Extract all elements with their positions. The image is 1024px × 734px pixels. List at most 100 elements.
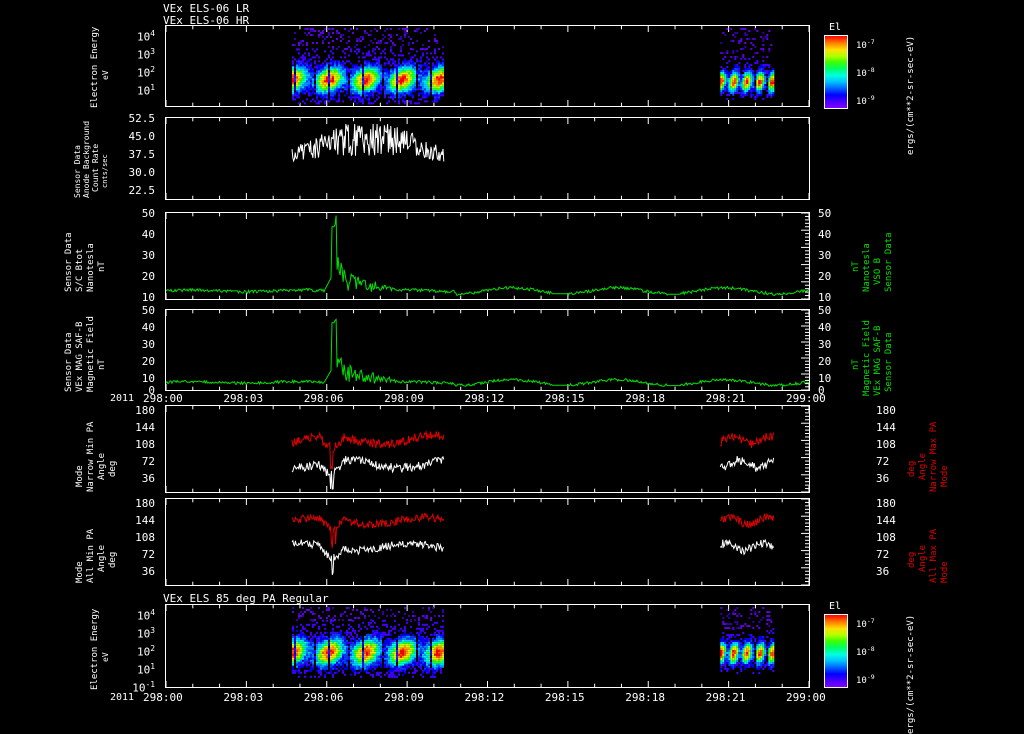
panel6-ytick-36: 36 xyxy=(141,565,155,578)
colorbar2 xyxy=(824,614,848,688)
xaxis-tick-label: 298:03 xyxy=(223,691,264,704)
panel4-ylabel-right-line3: Magnetic Field xyxy=(862,320,872,396)
panel5-ytick-180: 180 xyxy=(135,404,155,417)
panel1-ytick-1: 101 xyxy=(136,83,155,98)
panel4-ytick-right-50: 50 xyxy=(818,304,832,317)
panel6-ytick-right-108: 108 xyxy=(876,531,896,544)
panel2-ytick-2: 37.5 xyxy=(128,148,156,161)
panel7-ytick-1: 101 xyxy=(136,662,155,677)
panel6-ylabel-line2: All Min PA xyxy=(86,528,96,583)
panel3-ytick-right-40: 40 xyxy=(818,228,832,241)
panel6-ytick-right-36: 36 xyxy=(876,565,890,578)
panel1-ytick-2: 102 xyxy=(136,65,155,80)
xaxis-tick-label: 298:21 xyxy=(705,392,746,405)
panel4-ytick-30: 30 xyxy=(141,338,155,351)
panel5-ylabel-line2: Narrow Min PA xyxy=(86,421,96,492)
panel6-ytick-144: 144 xyxy=(135,514,155,527)
panel3-ytick-right-10: 10 xyxy=(818,291,832,304)
panel6-ylabel-right-units: deg xyxy=(907,551,917,568)
panel3-ytick-50: 50 xyxy=(141,207,155,220)
panel2-ylabel-line3: Count Rate xyxy=(91,143,100,192)
panel1-ytick-3: 103 xyxy=(136,47,155,62)
xaxis-tick-label: 298:12 xyxy=(464,691,505,704)
panel1-title-line1: VEx ELS-06 LR xyxy=(163,2,250,15)
panel4-ylabel-units: nT xyxy=(97,359,107,370)
panel-all-pitch-angle[interactable] xyxy=(165,498,810,586)
colorbar1-tick-9: 10-9 xyxy=(856,94,875,107)
panel1-plot-area xyxy=(166,26,809,106)
panel3-ytick-10: 10 xyxy=(141,291,155,304)
panel4-ylabel-right-line1: Sensor Data xyxy=(884,332,894,392)
xaxis-tick-label: 298:18 xyxy=(625,691,665,704)
xaxis-tick-label: 298:06 xyxy=(303,691,344,704)
panel5-ylabel-right-line1: Mode xyxy=(940,465,950,487)
panel1-ylabel: Electron Energy xyxy=(90,26,100,108)
panel5-plot-area xyxy=(166,406,809,492)
xaxis-tick-label: 298:09 xyxy=(384,691,424,704)
panel4-ytick-right-10: 10 xyxy=(818,372,832,385)
panel2-ytick-4: 22.5 xyxy=(128,184,156,197)
panel3-ylabel-right-line2: VSO B xyxy=(873,257,883,285)
panel7-ylabel: Electron Energy xyxy=(90,608,100,690)
panel4-ytick-right-20: 20 xyxy=(818,355,832,368)
panel3-ylabel-line3: Nanotesla xyxy=(86,243,96,292)
xaxis-tick-label: 298:03 xyxy=(223,392,264,405)
colorbar2-tick-7: 10-7 xyxy=(856,617,875,630)
panel7-ytick-4: 104 xyxy=(136,608,155,623)
xaxis-tick-label: 298:09 xyxy=(384,392,424,405)
colorbar2-units: ergs/(cm**2-sr-sec-eV) xyxy=(906,614,916,734)
panel2-ytick-1: 45.0 xyxy=(128,130,156,143)
xaxis-tick-label: 299:00 xyxy=(786,691,826,704)
xaxis-tick-label: 299:00 xyxy=(786,392,826,405)
panel4-ylabel-right-line2: VEx MAG SAF-B xyxy=(873,325,883,396)
panel6-ytick-72: 72 xyxy=(141,548,155,561)
panel3-ylabel-units: nT xyxy=(97,261,107,272)
panel4-ylabel-line2: VEx MAG SAF-B xyxy=(75,321,85,392)
panel-narrow-pitch-angle[interactable] xyxy=(165,405,810,493)
panel5-ytick-right-108: 108 xyxy=(876,438,896,451)
panel3-ylabel-right-line1: Sensor Data xyxy=(884,232,894,292)
panel6-ylabel-line1: Mode xyxy=(75,561,85,583)
panel4-ytick-40: 40 xyxy=(141,321,155,334)
panel3-ytick-right-20: 20 xyxy=(818,270,832,283)
panel-anode-background-count-rate[interactable] xyxy=(165,117,810,200)
panel7-ytick-m1: 10-1 xyxy=(132,680,155,695)
panel4-ytick-50: 50 xyxy=(141,304,155,317)
panel3-ytick-right-50: 50 xyxy=(818,207,832,220)
panel4-ytick-right-0: 0 xyxy=(818,384,825,397)
colorbar1-units: ergs/(cm**2-sr-sec-eV) xyxy=(906,35,916,155)
panel-sc-btot-magnetic-field[interactable] xyxy=(165,212,810,300)
panel-els-85deg-pa-spectrogram[interactable] xyxy=(165,604,810,688)
panel6-ylabel-right-line2: All Max PA xyxy=(929,528,939,583)
panel7-plot-area xyxy=(166,605,809,687)
panel7-ytick-2: 102 xyxy=(136,644,155,659)
panel5-ylabel-line1: Mode xyxy=(75,465,85,487)
year-label-bottom: 2011 xyxy=(110,692,135,703)
year-label-top: 2011 xyxy=(110,393,135,404)
xaxis-tick-label: 298:21 xyxy=(705,691,746,704)
colorbar1-tick-8: 10-8 xyxy=(856,66,875,79)
panel7-ytick-3: 103 xyxy=(136,626,155,641)
panel6-ylabel-right-line1: Mode xyxy=(940,561,950,583)
panel5-ytick-144: 144 xyxy=(135,421,155,434)
panel5-ytick-right-72: 72 xyxy=(876,455,890,468)
panel5-ylabel-line3: Angle xyxy=(97,452,107,480)
panel-els-lr-hr-spectrogram[interactable] xyxy=(165,25,810,107)
panel6-ytick-right-180: 180 xyxy=(876,497,896,510)
panel4-ylabel-line1: Sensor Data xyxy=(64,332,74,392)
panel4-ytick-20: 20 xyxy=(141,355,155,368)
panel6-ytick-108: 108 xyxy=(135,531,155,544)
panel5-ytick-right-36: 36 xyxy=(876,472,890,485)
panel5-ytick-right-180: 180 xyxy=(876,404,896,417)
xaxis-tick-label: 298:18 xyxy=(625,392,665,405)
panel5-ylabel-right-line2: Narrow Max PA xyxy=(929,421,939,492)
panel-vex-mag-saf-b-magnetic-field[interactable] xyxy=(165,309,810,391)
colorbar1 xyxy=(824,35,848,109)
xaxis-tick-label: 298:12 xyxy=(464,392,505,405)
colorbar1-tick-7: 10-7 xyxy=(856,38,875,51)
panel2-plot-area xyxy=(166,118,809,199)
colorbar1-label: El xyxy=(829,22,842,33)
panel4-plot-area xyxy=(166,310,809,390)
panel4-ytick-right-30: 30 xyxy=(818,338,832,351)
panel6-ylabel-line3: Angle xyxy=(97,544,107,572)
